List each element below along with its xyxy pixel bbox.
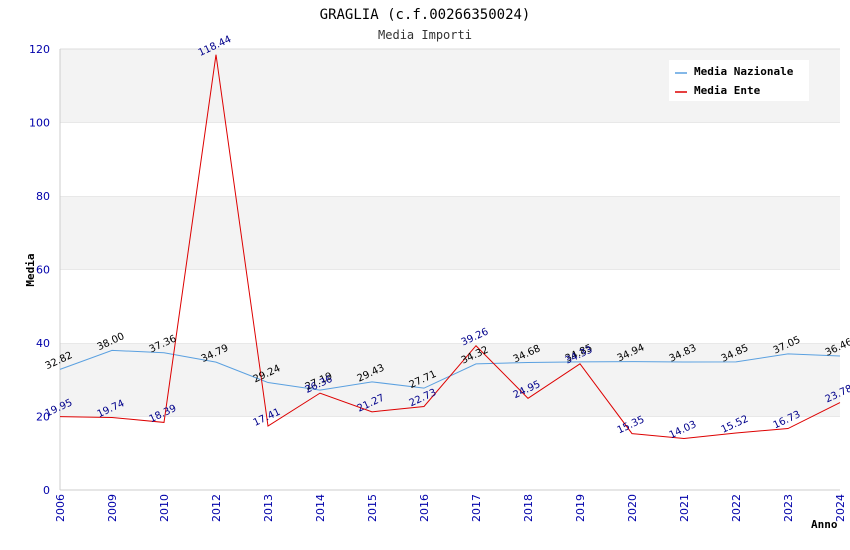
legend-box bbox=[669, 60, 809, 101]
x-tick-label: 2021 bbox=[678, 494, 691, 522]
y-tick-labels: 0 20 40 60 80 100 120 bbox=[29, 43, 50, 497]
x-tick-label: 2006 bbox=[54, 494, 67, 522]
y-tick-label: 40 bbox=[36, 337, 50, 350]
x-tick-label: 2023 bbox=[782, 494, 795, 522]
grid-band bbox=[60, 122, 840, 196]
legend-label-ente: Media Ente bbox=[694, 84, 761, 97]
x-tick-label: 2019 bbox=[574, 494, 587, 522]
grid-band bbox=[60, 416, 840, 490]
y-tick-label: 60 bbox=[36, 264, 50, 277]
y-tick-label: 120 bbox=[29, 43, 50, 56]
axes bbox=[59, 49, 840, 491]
legend: Media Nazionale Media Ente bbox=[669, 60, 809, 101]
x-tick-label: 2009 bbox=[106, 494, 119, 522]
x-tick-labels: 2006 2009 2010 2012 2013 2014 2015 2016 2017 2018… bbox=[54, 494, 847, 522]
series-lines bbox=[59, 54, 841, 439]
x-tick-label: 2015 bbox=[366, 494, 379, 522]
y-axis-label: Media bbox=[24, 253, 37, 286]
x-tick-label: 2024 bbox=[834, 494, 847, 522]
y-tick-label: 0 bbox=[43, 484, 50, 497]
x-axis-label: Anno bbox=[811, 518, 838, 531]
x-tick-label: 2010 bbox=[158, 494, 171, 522]
chart-subtitle: Media Importi bbox=[378, 28, 472, 42]
x-tick-label: 2017 bbox=[470, 494, 483, 522]
x-tick-label: 2012 bbox=[210, 494, 223, 522]
series-line-ente bbox=[59, 54, 841, 439]
chart-title: GRAGLIA (c.f.00266350024) bbox=[320, 7, 531, 23]
grid-bands bbox=[60, 48, 840, 490]
legend-label-nazionale: Media Nazionale bbox=[694, 65, 794, 78]
x-tick-label: 2013 bbox=[262, 494, 275, 522]
y-tick-label: 80 bbox=[36, 190, 50, 203]
grid-band bbox=[60, 196, 840, 270]
y-tick-label: 20 bbox=[36, 411, 50, 424]
x-tick-label: 2020 bbox=[626, 494, 639, 522]
grid-band bbox=[60, 269, 840, 343]
grid-band bbox=[60, 343, 840, 417]
x-tick-label: 2014 bbox=[314, 494, 327, 522]
y-tick-label: 100 bbox=[29, 117, 50, 130]
x-tick-label: 2018 bbox=[522, 494, 535, 522]
x-tick-label: 2016 bbox=[418, 494, 431, 522]
x-tick-label: 2022 bbox=[730, 494, 743, 522]
